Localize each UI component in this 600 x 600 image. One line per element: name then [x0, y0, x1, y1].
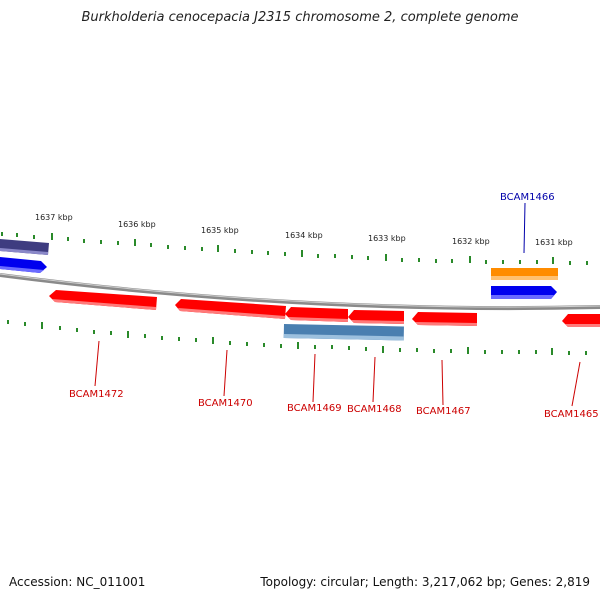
ruler-label: 1633 kbp [368, 234, 406, 243]
accession-text: Accession: NC_011001 [9, 575, 146, 589]
genome-summary-text: Topology: circular; Length: 3,217,062 bp… [260, 575, 590, 589]
gene-bcam1465-shade [565, 324, 600, 327]
gene-label-bcam1469[interactable]: BCAM1469 [287, 403, 342, 414]
gene-bcam1472-shade [52, 299, 156, 310]
gene-bcam1469-shade [288, 317, 348, 322]
gene-label-bcam1467[interactable]: BCAM1467 [416, 406, 471, 417]
gene-labels: BCAM1466 BCAM1472 BCAM1470 BCAM1469 BCAM… [69, 192, 599, 420]
gene-feature-purple-shade [0, 248, 48, 255]
gene-label-bcam1466[interactable]: BCAM1466 [500, 192, 555, 203]
ruler-label: 1635 kbp [201, 226, 239, 235]
gene-bcam1467-shade [415, 322, 477, 326]
gene-bcam1465[interactable] [562, 314, 600, 327]
gene-label-bcam1468[interactable]: BCAM1468 [347, 404, 402, 415]
gene-bcam1470-shade [178, 308, 285, 319]
gene-feature-blue-right-shade [491, 295, 554, 299]
chromosome-backbone [0, 273, 600, 311]
ruler-labels: 1637 kbp 1636 kbp 1635 kbp 1634 kbp 1633… [35, 213, 573, 247]
forward-genes [0, 239, 558, 299]
gene-label-bcam1472[interactable]: BCAM1472 [69, 389, 124, 400]
ruler-label: 1636 kbp [118, 220, 156, 229]
label-leaders [94, 202, 581, 407]
ruler-label: 1632 kbp [452, 237, 490, 246]
chromosome-backbone-highlight [0, 273, 600, 308]
reverse-genes [49, 290, 600, 341]
ruler-label: 1631 kbp [535, 238, 573, 247]
gene-label-bcam1470[interactable]: BCAM1470 [198, 398, 253, 409]
outer-ruler [1, 232, 588, 265]
ruler-label: 1634 kbp [285, 231, 323, 240]
gene-bcam1466-orange-shade [491, 276, 558, 280]
gene-bcam1468-shade [351, 320, 404, 324]
gene-feature-steel-shade [283, 333, 404, 341]
ruler-label: 1637 kbp [35, 213, 73, 222]
gene-label-bcam1465[interactable]: BCAM1465 [544, 409, 599, 420]
inner-ruler [7, 320, 587, 355]
gene-feature-blue-left-shade [0, 266, 44, 273]
genome-title: Burkholderia cenocepacia J2315 chromosom… [81, 10, 519, 25]
